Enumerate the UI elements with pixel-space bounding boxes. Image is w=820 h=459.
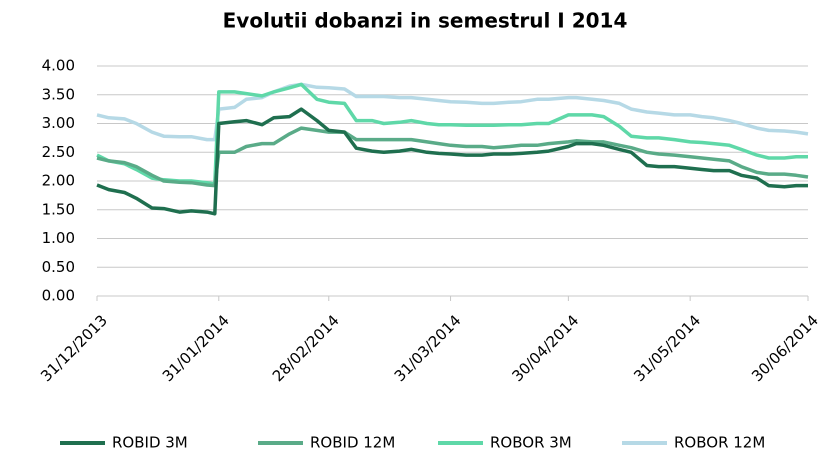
series-line — [96, 126, 809, 188]
legend-label: ROBID 3M — [112, 434, 188, 452]
legend-label: ROBID 12M — [310, 434, 395, 452]
x-tick-label: 31/12/2013 — [37, 311, 111, 385]
x-tick-label: 30/04/2014 — [509, 311, 583, 385]
x-tick-label: 31/03/2014 — [391, 311, 465, 385]
x-tick-label: 31/05/2014 — [630, 311, 704, 385]
legend-label: ROBOR 12M — [674, 434, 765, 452]
chart-title: Evolutii dobanzi in semestrul I 2014 — [223, 9, 628, 33]
legend-label: ROBOR 3M — [490, 434, 572, 452]
x-tick-label: 28/02/2014 — [269, 311, 343, 385]
y-tick-label: 2.00 — [42, 172, 75, 190]
x-tick-label: 30/06/2014 — [748, 311, 820, 385]
y-tick-label: 2.50 — [42, 143, 75, 161]
x-tick-label: 31/01/2014 — [159, 311, 233, 385]
y-tick-label: 3.00 — [42, 114, 75, 132]
series-line — [96, 107, 808, 216]
y-tick-label: 3.50 — [42, 85, 75, 103]
y-tick-label: 1.00 — [42, 229, 75, 247]
series-line — [96, 82, 809, 142]
y-tick-label: 1.50 — [42, 200, 75, 218]
y-tick-label: 0.50 — [42, 258, 75, 276]
y-tick-label: 4.00 — [42, 57, 75, 75]
y-tick-label: 0.00 — [42, 287, 75, 305]
